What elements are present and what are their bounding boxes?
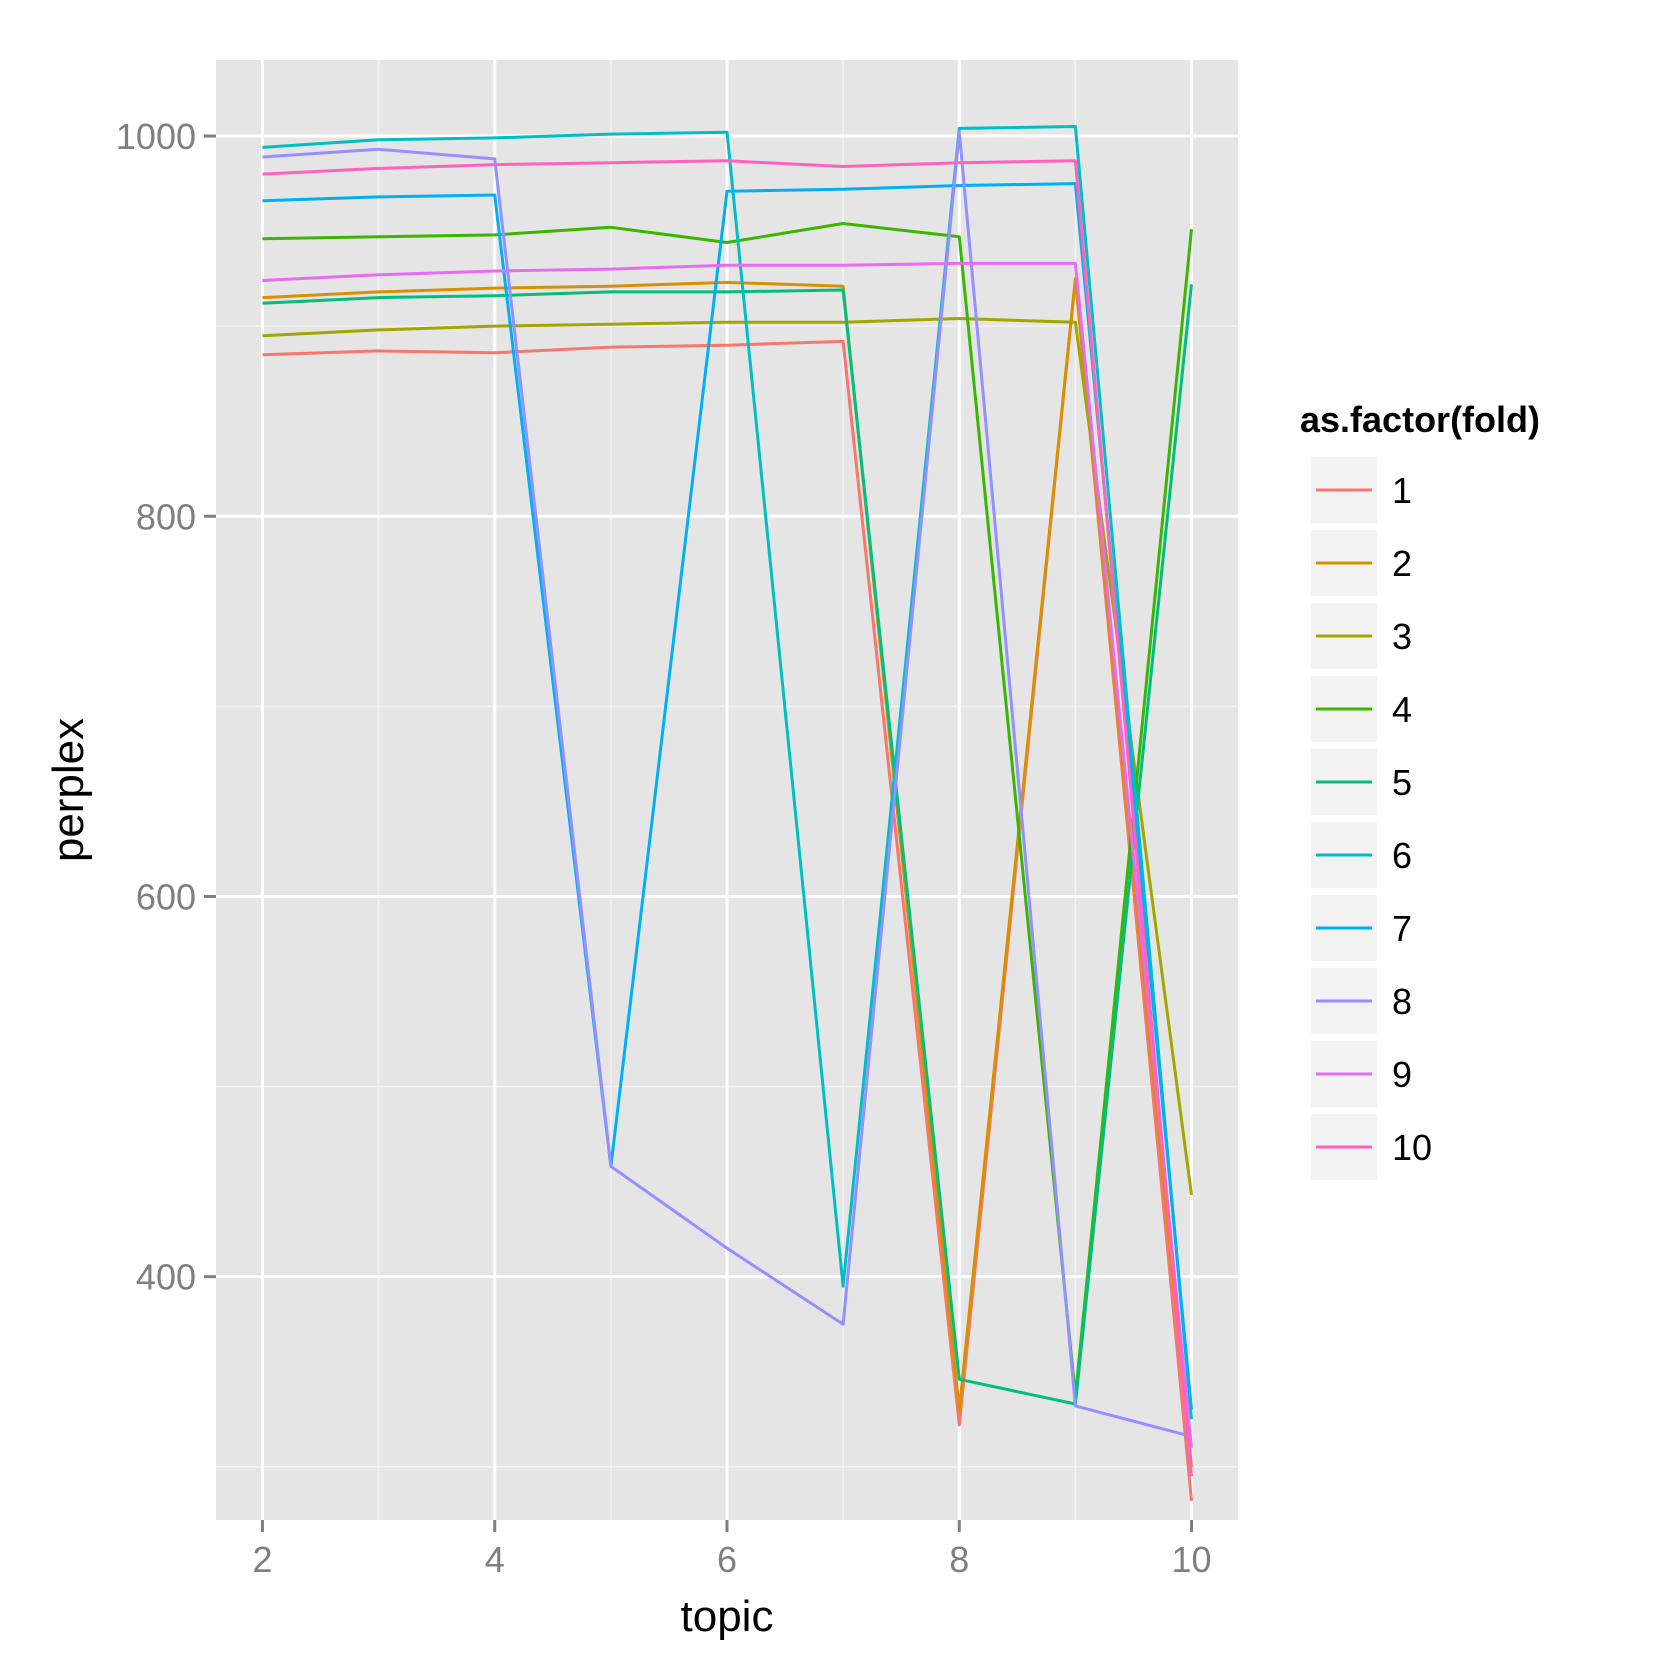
y-axis-title: perplex [44, 718, 93, 862]
y-tick-label: 1000 [116, 116, 196, 157]
legend-items: 1 2 3 4 5 6 7 8 9 10 [1309, 455, 1432, 1182]
series-line-2 [262, 277, 1193, 1467]
legend-label-10: 10 [1392, 1127, 1432, 1168]
y-tick-label: 800 [136, 496, 196, 537]
series-line-6 [262, 125, 1193, 1420]
x-axis-title: topic [681, 1592, 774, 1641]
series-line-7 [262, 182, 1193, 1410]
x-tick-label: 2 [252, 1539, 272, 1580]
series-line-8 [262, 130, 1192, 1438]
y-tick-label: 600 [136, 876, 196, 917]
legend-title: as.factor(fold) [1300, 399, 1540, 440]
series-lines [262, 125, 1193, 1502]
series-line-4 [262, 222, 1193, 1398]
legend-label-6: 6 [1392, 835, 1412, 876]
legend: as.factor(fold) 1 2 3 4 5 6 7 8 9 10 [1300, 399, 1540, 1182]
x-tick-label: 4 [485, 1539, 505, 1580]
series-line-3 [262, 317, 1193, 1196]
legend-label-7: 7 [1392, 908, 1412, 949]
legend-label-8: 8 [1392, 981, 1412, 1022]
series-line-9 [262, 261, 1193, 1448]
x-tick-labels: 2 4 6 8 10 [252, 1539, 1211, 1580]
legend-label-5: 5 [1392, 762, 1412, 803]
legend-label-3: 3 [1392, 616, 1412, 657]
y-tick-labels: 400 600 800 1000 [116, 116, 196, 1298]
y-tick-label: 400 [136, 1257, 196, 1298]
legend-label-1: 1 [1392, 470, 1412, 511]
x-tick-label: 8 [949, 1539, 969, 1580]
legend-label-9: 9 [1392, 1054, 1412, 1095]
x-tick-label: 6 [717, 1539, 737, 1580]
legend-label-2: 2 [1392, 543, 1412, 584]
series-line-10 [262, 159, 1193, 1477]
legend-label-4: 4 [1392, 689, 1412, 730]
series-line-5 [262, 284, 1193, 1406]
axis-ticks [204, 134, 1194, 1532]
x-tick-label: 10 [1172, 1539, 1212, 1580]
